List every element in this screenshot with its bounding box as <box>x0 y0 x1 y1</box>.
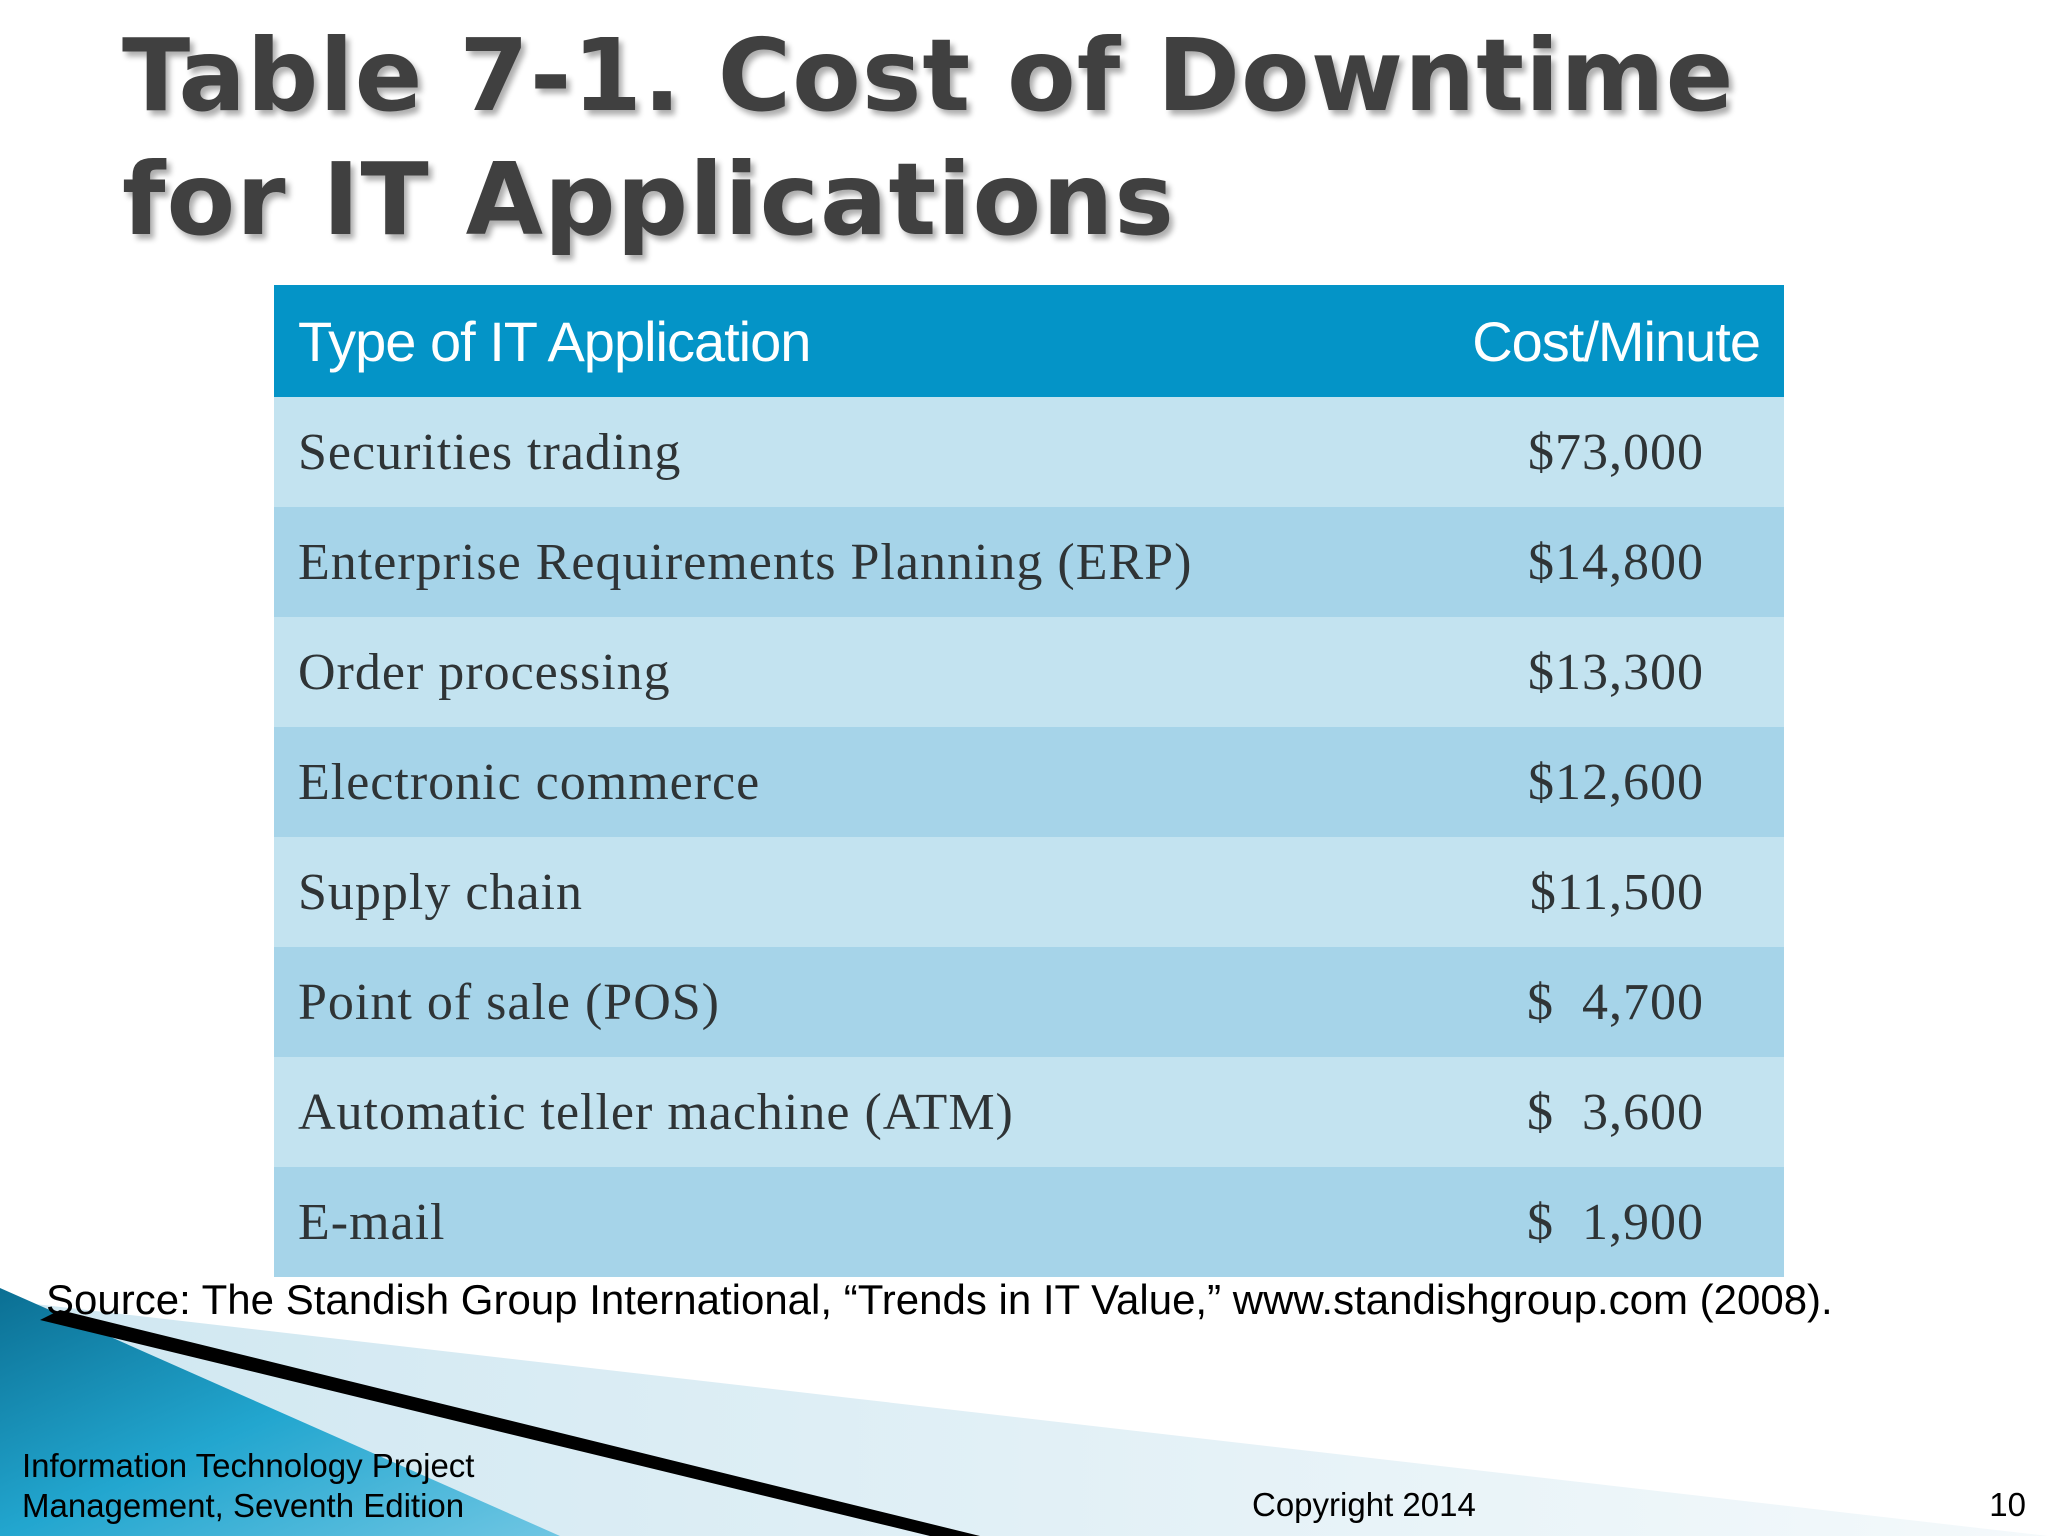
cost-cell: $73,000 <box>1387 397 1784 507</box>
cost-cell: $11,500 <box>1387 837 1784 947</box>
footer-swoosh-decoration <box>0 1288 2048 1536</box>
header-cost-per-minute: Cost/Minute <box>1387 285 1784 397</box>
table-header-row: Type of IT Application Cost/Minute <box>274 285 1784 397</box>
cost-cell: $ 1,900 <box>1387 1167 1784 1277</box>
teal-swoosh-shape <box>0 1288 560 1536</box>
page-number: 10 <box>1989 1486 2026 1523</box>
downtime-cost-table: Type of IT Application Cost/Minute Secur… <box>274 285 1784 1277</box>
table-row: Automatic teller machine (ATM) $ 3,600 <box>274 1057 1784 1167</box>
application-cell: Electronic commerce <box>274 727 1388 837</box>
table-row: Enterprise Requirements Planning (ERP) $… <box>274 507 1784 617</box>
application-cell: Point of sale (POS) <box>274 947 1388 1057</box>
cost-cell: $13,300 <box>1387 617 1784 727</box>
footer-line-1: Information Technology Project <box>22 1447 475 1484</box>
table-row: Securities trading $73,000 <box>274 397 1784 507</box>
table-row: Point of sale (POS) $ 4,700 <box>274 947 1784 1057</box>
application-cell: Enterprise Requirements Planning (ERP) <box>274 507 1388 617</box>
footer-line-2: Management, Seventh Edition <box>22 1487 465 1524</box>
cost-cell: $ 3,600 <box>1387 1057 1784 1167</box>
table-row: Supply chain $11,500 <box>274 837 1784 947</box>
application-cell: Securities trading <box>274 397 1388 507</box>
table-row: Electronic commerce $12,600 <box>274 727 1784 837</box>
cost-cell: $14,800 <box>1387 507 1784 617</box>
application-cell: Automatic teller machine (ATM) <box>274 1057 1388 1167</box>
source-citation: Source: The Standish Group International… <box>46 1276 1833 1323</box>
table-row: E-mail $ 1,900 <box>274 1167 1784 1277</box>
application-cell: Supply chain <box>274 837 1388 947</box>
footer-copyright: Copyright 2014 <box>1252 1486 1476 1523</box>
application-cell: Order processing <box>274 617 1388 727</box>
black-swoosh-stripe <box>40 1310 980 1536</box>
cost-cell: $ 4,700 <box>1387 947 1784 1057</box>
cost-cell: $12,600 <box>1387 727 1784 837</box>
slide-title: Table 7-1. Cost of Downtime for IT Appli… <box>122 17 1735 258</box>
application-cell: E-mail <box>274 1167 1388 1277</box>
header-application-type: Type of IT Application <box>274 285 1388 397</box>
pale-swoosh-shape <box>0 1300 2048 1536</box>
footer-book-title: Information Technology Project Managemen… <box>22 1446 474 1526</box>
table-row: Order processing $13,300 <box>274 617 1784 727</box>
